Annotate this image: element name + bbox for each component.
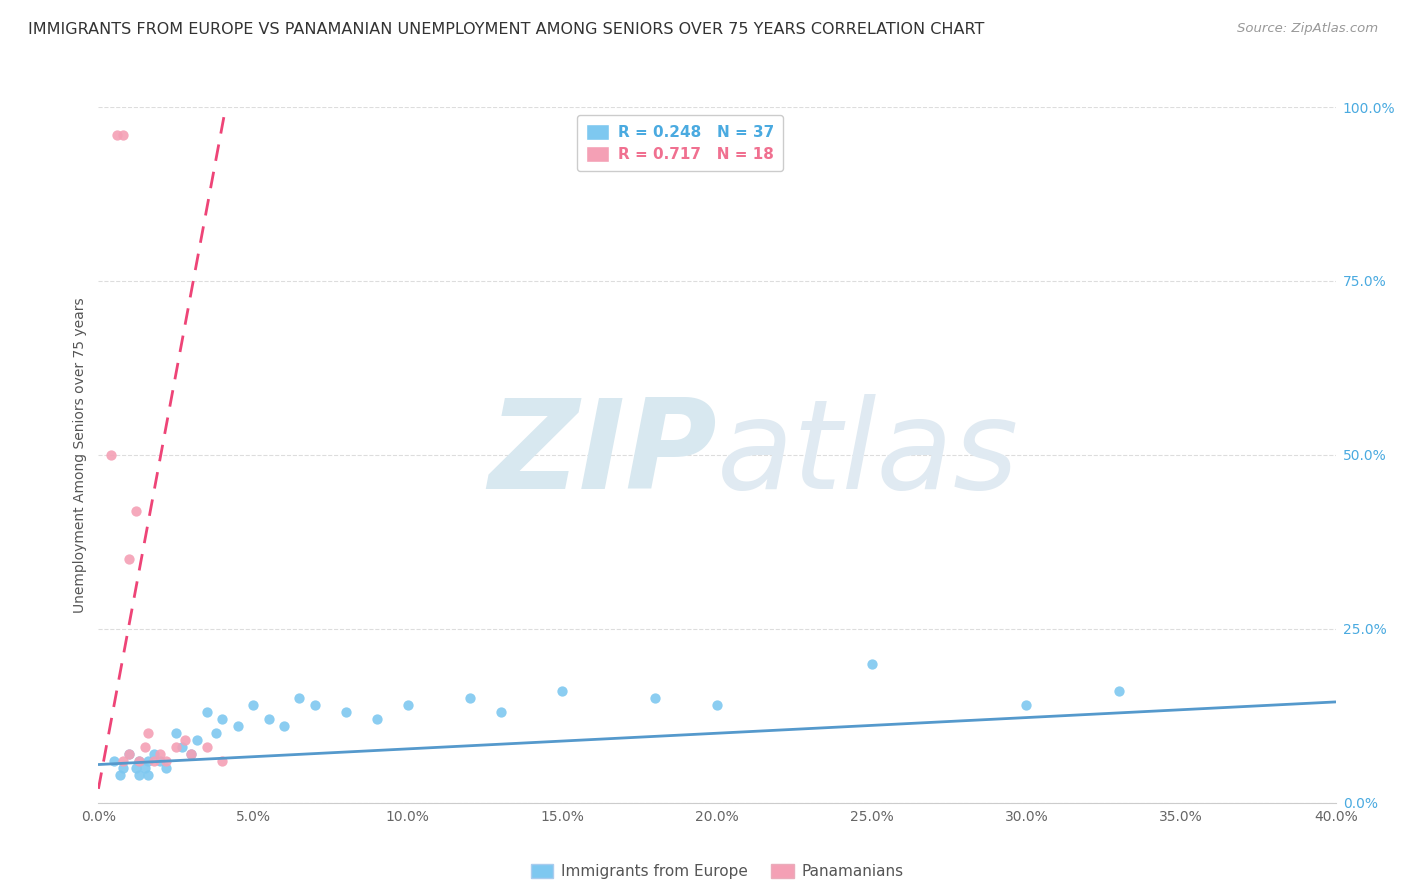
- Point: [128, 768, 150, 782]
- Point: [211, 712, 233, 726]
- Point: [136, 768, 159, 782]
- Point: [706, 698, 728, 713]
- Point: [366, 712, 388, 726]
- Legend: Immigrants from Europe, Panamanians: Immigrants from Europe, Panamanians: [524, 858, 910, 886]
- Point: [644, 691, 666, 706]
- Point: [143, 747, 166, 761]
- Point: [105, 128, 128, 142]
- Point: [124, 761, 146, 775]
- Text: atlas: atlas: [717, 394, 1019, 516]
- Point: [112, 761, 135, 775]
- Point: [118, 552, 141, 566]
- Point: [128, 754, 150, 768]
- Point: [396, 698, 419, 713]
- Point: [100, 448, 122, 462]
- Point: [226, 719, 249, 733]
- Point: [155, 761, 177, 775]
- Point: [1108, 684, 1130, 698]
- Point: [195, 740, 218, 755]
- Point: [165, 726, 187, 740]
- Point: [489, 706, 512, 720]
- Point: [134, 761, 156, 775]
- Point: [165, 740, 187, 755]
- Point: [551, 684, 574, 698]
- Point: [124, 503, 146, 517]
- Point: [174, 733, 197, 747]
- Point: [149, 747, 172, 761]
- Point: [118, 747, 141, 761]
- Point: [304, 698, 326, 713]
- Text: IMMIGRANTS FROM EUROPE VS PANAMANIAN UNEMPLOYMENT AMONG SENIORS OVER 75 YEARS CO: IMMIGRANTS FROM EUROPE VS PANAMANIAN UNE…: [28, 22, 984, 37]
- Point: [103, 754, 125, 768]
- Point: [136, 726, 159, 740]
- Point: [242, 698, 264, 713]
- Point: [186, 733, 208, 747]
- Point: [170, 740, 193, 755]
- Point: [112, 754, 135, 768]
- Point: [257, 712, 280, 726]
- Point: [108, 768, 131, 782]
- Point: [134, 740, 156, 755]
- Point: [273, 719, 295, 733]
- Point: [288, 691, 311, 706]
- Point: [149, 754, 172, 768]
- Point: [180, 747, 202, 761]
- Point: [112, 128, 135, 142]
- Text: ZIP: ZIP: [488, 394, 717, 516]
- Point: [180, 747, 202, 761]
- Point: [155, 754, 177, 768]
- Point: [205, 726, 228, 740]
- Point: [195, 706, 218, 720]
- Point: [211, 754, 233, 768]
- Point: [860, 657, 883, 671]
- Point: [136, 754, 159, 768]
- Point: [1015, 698, 1038, 713]
- Point: [335, 706, 357, 720]
- Point: [143, 754, 166, 768]
- Point: [458, 691, 481, 706]
- Text: Source: ZipAtlas.com: Source: ZipAtlas.com: [1237, 22, 1378, 36]
- Y-axis label: Unemployment Among Seniors over 75 years: Unemployment Among Seniors over 75 years: [73, 297, 87, 613]
- Point: [128, 754, 150, 768]
- Point: [118, 747, 141, 761]
